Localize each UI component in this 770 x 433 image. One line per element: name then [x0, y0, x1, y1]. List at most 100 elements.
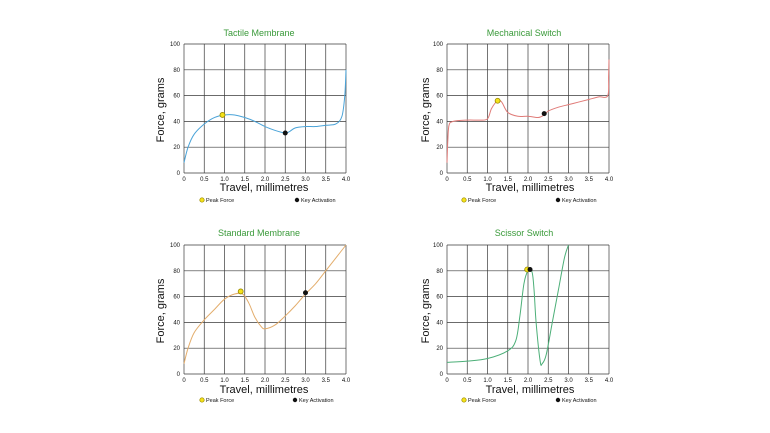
y-tick-label: 80	[436, 269, 443, 275]
x-tick-label: 0	[182, 378, 186, 384]
x-tick-label: 3.0	[301, 378, 310, 384]
legend-activation-swatch	[555, 397, 561, 403]
y-tick-label: 0	[440, 372, 444, 378]
x-tick-label: 2.0	[524, 177, 533, 183]
x-tick-label: 3.0	[564, 177, 573, 183]
x-tick-label: 1.5	[241, 378, 250, 384]
grid-lines	[446, 43, 610, 174]
x-axis-label: Travel, millimetres	[220, 182, 309, 194]
legend-activation-label: Key Activation	[299, 398, 334, 404]
series-line	[446, 59, 610, 163]
key-activation-marker	[527, 267, 533, 273]
x-tick-label: 1.0	[220, 177, 229, 183]
peak-force-marker	[237, 288, 244, 295]
y-tick-label: 20	[173, 145, 180, 151]
legend-peak-swatch	[199, 197, 205, 203]
legend-peak-swatch	[461, 397, 467, 403]
x-tick-label: 0.5	[200, 378, 209, 384]
legend-activation-label: Key Activation	[562, 398, 597, 404]
y-tick-labels: 0 20 40 60 80 100	[433, 243, 444, 378]
x-tick-labels: 0 0.5 1.0 1.5 2.0 2.5 3.0 3.5 4.0	[445, 378, 614, 384]
x-tick-label: 2.0	[524, 378, 533, 384]
y-tick-label: 0	[177, 171, 181, 177]
y-tick-label: 60	[173, 94, 180, 100]
x-tick-labels: 0 0.5 1.0 1.5 2.0 2.5 3.0 3.5 4.0	[182, 177, 351, 183]
legend-activation-label: Key Activation	[301, 198, 336, 204]
y-tick-label: 100	[433, 42, 444, 48]
x-tick-label: 3.0	[564, 378, 573, 384]
legend-activation-swatch	[555, 197, 561, 203]
x-tick-label: 1.5	[504, 378, 513, 384]
x-axis-label: Travel, millimetres	[486, 384, 575, 396]
legend-peak-label: Peak Force	[206, 398, 234, 404]
chart-standard-membrane: Standard Membrane 0 0.5 1.0 1.5 2.0 2.5 3.0 3.5…	[155, 228, 351, 404]
chart-mechanical-switch: Mechanical Switch 0 0.5 1.0 1.5 2.0 2.5 3.0 3.5…	[420, 28, 614, 204]
y-tick-label: 60	[436, 295, 443, 301]
chart-tactile-membrane: Tactile Membrane 0 0.5 1.0 1.5 2.0 2.5 3.0 3.5 4…	[155, 28, 351, 204]
x-tick-label: 4.0	[605, 378, 614, 384]
y-tick-label: 100	[433, 243, 444, 249]
grid-lines	[183, 244, 347, 375]
y-tick-labels: 0 20 40 60 80 100	[170, 42, 181, 177]
x-tick-label: 1.0	[220, 378, 229, 384]
y-tick-label: 40	[173, 320, 180, 326]
x-tick-label: 2.5	[544, 378, 553, 384]
y-tick-label: 40	[173, 119, 180, 125]
x-tick-label: 0.5	[463, 177, 472, 183]
y-tick-label: 60	[173, 295, 180, 301]
x-tick-label: 1.0	[483, 177, 492, 183]
key-activation-marker	[282, 130, 288, 136]
y-axis-label: Force, grams	[155, 77, 167, 142]
x-tick-label: 0	[445, 378, 449, 384]
legend-peak-label: Peak Force	[206, 198, 234, 204]
x-tick-label: 2.5	[281, 378, 290, 384]
legend-peak-swatch	[199, 397, 205, 403]
chart-title: Tactile Membrane	[223, 28, 294, 38]
x-tick-label: 2.5	[281, 177, 290, 183]
y-tick-label: 20	[436, 145, 443, 151]
chart-title: Mechanical Switch	[487, 28, 562, 38]
x-tick-label: 3.5	[322, 177, 331, 183]
key-activation-marker	[541, 111, 547, 117]
y-tick-label: 80	[173, 68, 180, 74]
x-tick-label: 4.0	[342, 378, 351, 384]
legend-peak-label: Peak Force	[468, 398, 496, 404]
y-tick-label: 80	[173, 269, 180, 275]
y-axis-label: Force, grams	[420, 77, 432, 142]
x-tick-label: 3.0	[301, 177, 310, 183]
x-tick-label: 2.0	[261, 378, 270, 384]
peak-force-marker	[494, 97, 501, 104]
y-tick-label: 100	[170, 42, 181, 48]
legend-peak-label: Peak Force	[468, 198, 496, 204]
series-line	[183, 69, 347, 163]
y-tick-label: 100	[170, 243, 181, 249]
y-tick-label: 40	[436, 320, 443, 326]
x-tick-label: 0	[182, 177, 186, 183]
grid-lines	[446, 244, 610, 375]
y-tick-label: 0	[177, 372, 181, 378]
x-tick-labels: 0 0.5 1.0 1.5 2.0 2.5 3.0 3.5 4.0	[182, 378, 351, 384]
y-axis-label: Force, grams	[420, 278, 432, 343]
x-axis-label: Travel, millimetres	[486, 182, 575, 194]
x-tick-label: 0.5	[463, 378, 472, 384]
x-tick-label: 3.5	[585, 177, 594, 183]
y-axis-label: Force, grams	[155, 278, 167, 343]
x-tick-labels: 0 0.5 1.0 1.5 2.0 2.5 3.0 3.5 4.0	[445, 177, 614, 183]
chart-title: Scissor Switch	[495, 228, 554, 238]
y-tick-labels: 0 20 40 60 80 100	[433, 42, 444, 177]
legend-activation-swatch	[292, 397, 298, 403]
x-tick-label: 1.5	[241, 177, 250, 183]
x-tick-label: 2.5	[544, 177, 553, 183]
series-line	[183, 244, 347, 364]
x-tick-label: 2.0	[261, 177, 270, 183]
x-tick-label: 4.0	[605, 177, 614, 183]
x-tick-label: 0.5	[200, 177, 209, 183]
x-axis-label: Travel, millimetres	[220, 384, 309, 396]
x-tick-label: 4.0	[342, 177, 351, 183]
legend-activation-swatch	[294, 197, 300, 203]
y-tick-label: 20	[436, 346, 443, 352]
y-tick-label: 80	[436, 68, 443, 74]
series-line	[446, 244, 569, 366]
y-tick-label: 0	[440, 171, 444, 177]
x-tick-label: 0	[445, 177, 449, 183]
